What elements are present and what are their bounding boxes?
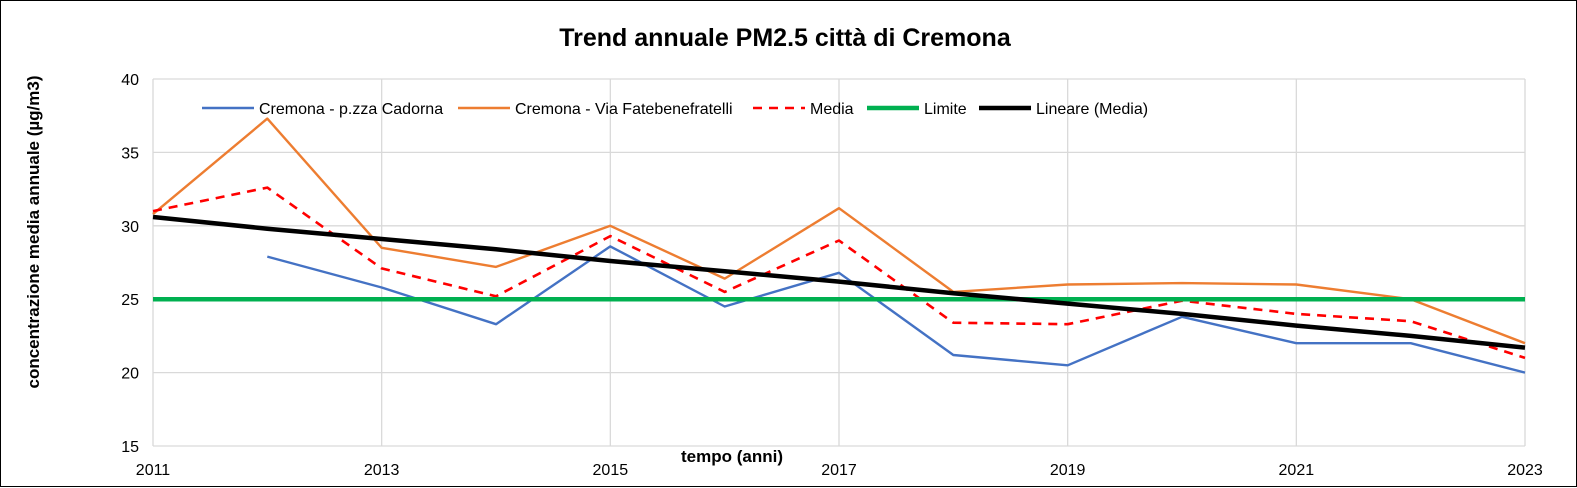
x-tick-label: 2017 xyxy=(821,462,857,479)
x-tick-label: 2021 xyxy=(1279,462,1315,479)
gridlines xyxy=(152,78,1526,447)
legend-label-lineare-media: Lineare (Media) xyxy=(1036,101,1148,118)
axis-ticks: 15 20 25 30 35 40 2011 2013 2015 2017 2019 2021 2023 xyxy=(121,72,1543,479)
y-axis-title: concentrazione media annuale (µg/m3) xyxy=(24,75,43,388)
x-tick-label: 2013 xyxy=(364,462,400,479)
x-tick-label: 2015 xyxy=(593,462,629,479)
y-tick-label: 25 xyxy=(121,292,139,309)
legend-label-cremona-via-fatebenefratelli: Cremona - Via Fatebenefratelli xyxy=(515,101,733,118)
legend: Cremona - p.zza Cadorna Cremona - Via Fat… xyxy=(202,101,1148,118)
y-tick-label: 30 xyxy=(121,219,139,236)
legend-label-limite: Limite xyxy=(924,101,967,118)
series-line-cremona-p-zza-cadorna xyxy=(266,245,1526,374)
legend-label-cremona-p-zza-cadorna: Cremona - p.zza Cadorna xyxy=(259,101,443,118)
y-tick-label: 20 xyxy=(121,366,139,383)
x-tick-label: 2023 xyxy=(1507,462,1543,479)
y-tick-label: 40 xyxy=(121,72,139,89)
x-axis-title: tempo (anni) xyxy=(681,447,783,466)
series-line-media xyxy=(152,186,1526,360)
series-line-lineare-media xyxy=(152,214,1526,350)
y-tick-label: 15 xyxy=(121,439,139,456)
series-line-cremona-via-fatebenefratelli xyxy=(152,117,1526,345)
y-tick-label: 35 xyxy=(121,145,139,162)
x-tick-label: 2019 xyxy=(1050,462,1086,479)
x-tick-label: 2011 xyxy=(136,462,171,479)
chart-title: Trend annuale PM2.5 città di Cremona xyxy=(559,24,1012,52)
series-lines xyxy=(152,117,1526,374)
legend-label-media: Media xyxy=(810,101,854,118)
